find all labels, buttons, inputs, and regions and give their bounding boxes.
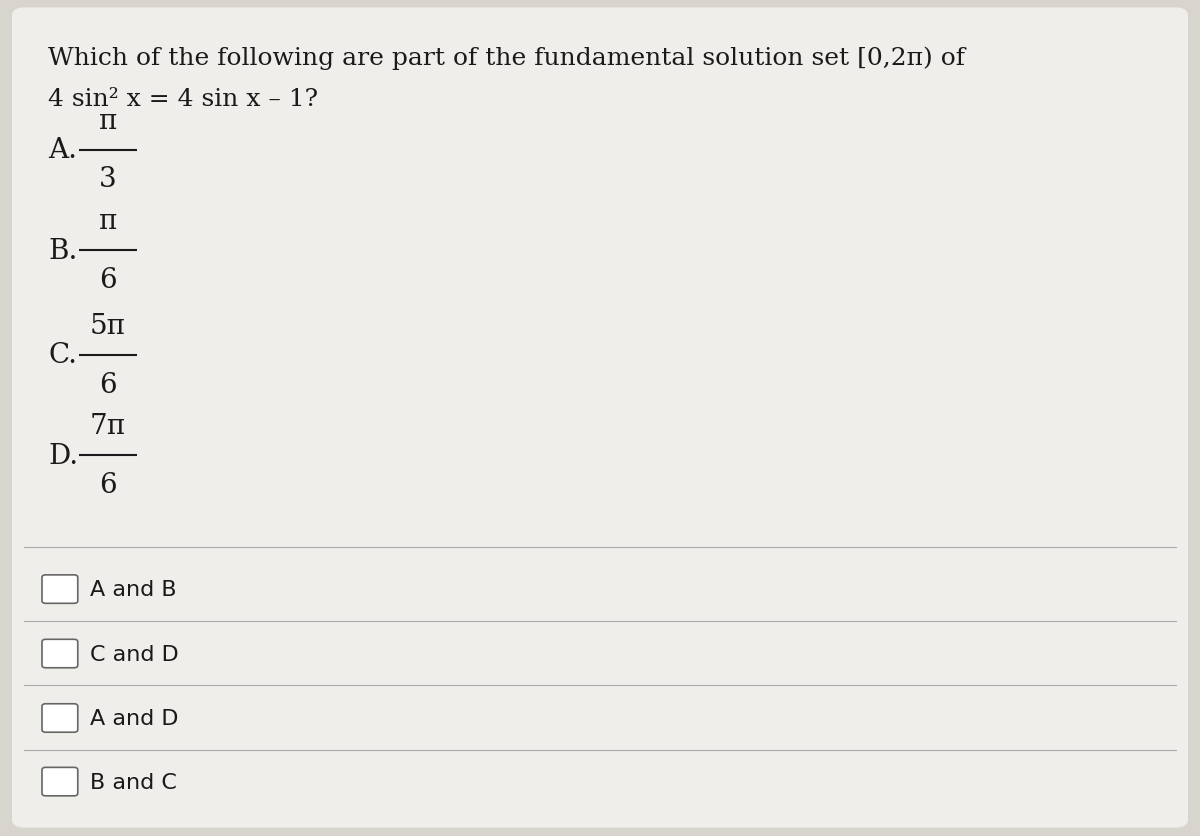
Text: 7π: 7π: [90, 413, 126, 440]
Text: C.: C.: [48, 342, 77, 369]
Text: 3: 3: [100, 166, 116, 193]
FancyBboxPatch shape: [42, 575, 78, 604]
FancyBboxPatch shape: [42, 640, 78, 668]
Text: B.: B.: [48, 237, 77, 264]
Text: 4 sin² x = 4 sin x – 1?: 4 sin² x = 4 sin x – 1?: [48, 88, 318, 110]
Text: B and C: B and C: [90, 772, 176, 792]
Text: D.: D.: [48, 442, 78, 469]
Text: A and D: A and D: [90, 708, 179, 728]
Text: π: π: [98, 108, 118, 135]
Text: A and B: A and B: [90, 579, 176, 599]
Text: Which of the following are part of the fundamental solution set [0,2π) of: Which of the following are part of the f…: [48, 46, 965, 69]
Text: π: π: [98, 208, 118, 235]
Text: C and D: C and D: [90, 644, 179, 664]
Text: 6: 6: [100, 472, 116, 498]
Text: 5π: 5π: [90, 313, 126, 339]
FancyBboxPatch shape: [42, 767, 78, 796]
Text: 6: 6: [100, 267, 116, 293]
FancyBboxPatch shape: [42, 704, 78, 732]
FancyBboxPatch shape: [12, 8, 1188, 828]
Text: A.: A.: [48, 137, 77, 164]
Text: 6: 6: [100, 371, 116, 398]
